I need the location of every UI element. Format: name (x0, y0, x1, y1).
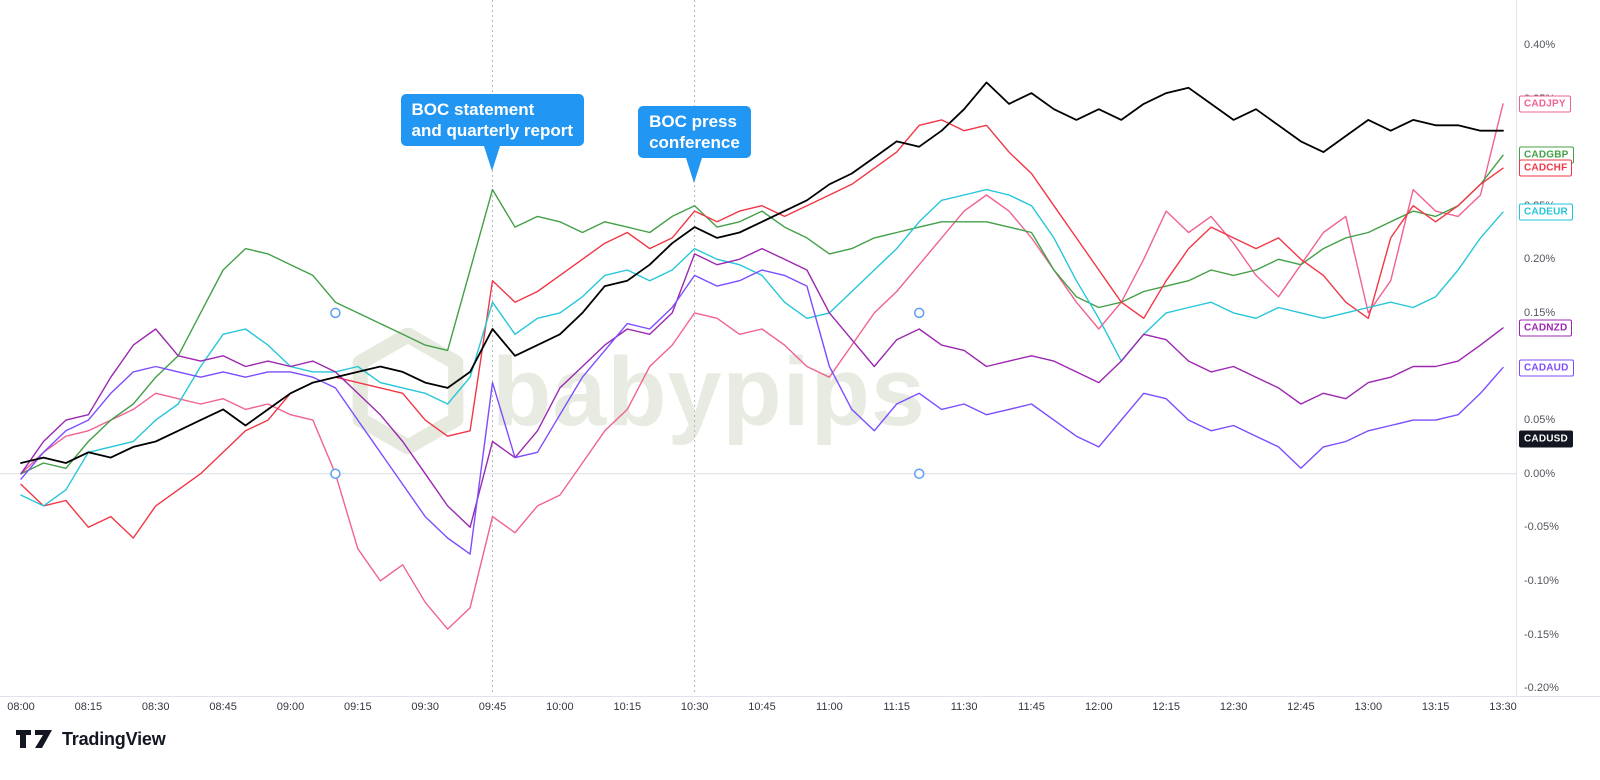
tradingview-icon (16, 730, 52, 748)
time-axis[interactable] (0, 697, 1600, 719)
x-axis-label: 10:15 (613, 701, 642, 713)
callout-text-line: and quarterly report (411, 121, 574, 140)
series-line-cadjpy[interactable] (20, 103, 1504, 630)
price-label-cadchf[interactable]: CADCHF (1519, 159, 1573, 177)
callout-text-line: BOC statement (411, 100, 535, 119)
x-axis-label: 12:00 (1085, 701, 1113, 713)
series-line-cadusd[interactable] (20, 81, 1504, 464)
time-axis-separator (0, 696, 1600, 697)
y-axis-label: -0.15% (1524, 628, 1559, 641)
y-axis-label: -0.20% (1524, 682, 1559, 695)
event-marker[interactable] (913, 307, 925, 319)
price-label-cadaud[interactable]: CADAUD (1519, 359, 1574, 377)
price-label-cadnzd[interactable]: CADNZD (1519, 319, 1573, 337)
y-axis-label: 0.05% (1524, 414, 1556, 427)
x-axis-label: 13:30 (1489, 701, 1517, 713)
series-line-cadaud[interactable] (20, 269, 1504, 555)
tradingview-wordmark: TradingView (62, 728, 166, 749)
x-axis-label: 10:45 (748, 701, 776, 713)
series-line-cadgbp[interactable] (20, 154, 1504, 475)
y-axis-label: 0.20% (1524, 253, 1556, 266)
y-axis-label: 0.15% (1524, 306, 1556, 319)
price-label-cadjpy[interactable]: CADJPY (1519, 95, 1571, 113)
x-axis-label: 08:30 (141, 701, 170, 713)
series-line-cadeur[interactable] (20, 188, 1504, 507)
event-marker[interactable] (330, 307, 341, 319)
price-label-cadeur[interactable]: CADEUR (1519, 203, 1573, 221)
x-axis-label: 08:00 (7, 701, 35, 713)
x-axis-label: 10:00 (546, 701, 574, 713)
x-axis-label: 08:15 (74, 701, 103, 713)
y-axis-label: 0.00% (1524, 467, 1556, 480)
callout-text-line: conference (649, 133, 740, 152)
x-axis-label: 12:15 (1152, 701, 1180, 713)
series-line-cadnzd[interactable] (20, 247, 1504, 528)
x-axis-label: 09:00 (276, 701, 305, 713)
x-axis-label: 09:45 (478, 701, 507, 713)
callout-boc-press-conference[interactable]: BOC press conference (638, 106, 751, 158)
x-axis-label: 09:30 (411, 701, 439, 713)
series-line-cadchf[interactable] (20, 119, 1504, 539)
x-axis-label: 11:45 (1018, 701, 1045, 713)
x-axis-label: 12:45 (1287, 701, 1315, 713)
x-axis-label: 12:30 (1219, 701, 1248, 713)
event-marker[interactable] (913, 468, 925, 479)
event-marker[interactable] (330, 468, 341, 479)
tradingview-logo[interactable]: TradingView (14, 726, 166, 752)
x-axis-label: 09:15 (344, 701, 372, 713)
x-axis-label: 10:30 (680, 701, 709, 713)
price-scale-separator (1516, 0, 1517, 696)
x-axis-label: 13:15 (1421, 701, 1450, 713)
x-axis-label: 11:00 (816, 701, 843, 713)
y-axis-label: -0.10% (1524, 574, 1559, 587)
callout-text-line: BOC press (649, 112, 737, 131)
price-scale[interactable] (1517, 0, 1600, 695)
x-axis-label: 08:45 (209, 701, 237, 713)
x-axis-label: 11:30 (950, 701, 978, 713)
price-label-cadusd[interactable]: CADUSD (1519, 430, 1573, 448)
y-axis-label: 0.40% (1524, 38, 1556, 51)
x-axis-label: 11:15 (883, 701, 911, 713)
callout-boc-statement[interactable]: BOC statement and quarterly report (400, 94, 585, 146)
x-axis-label: 13:00 (1354, 701, 1383, 713)
y-axis-label: -0.05% (1524, 521, 1559, 534)
